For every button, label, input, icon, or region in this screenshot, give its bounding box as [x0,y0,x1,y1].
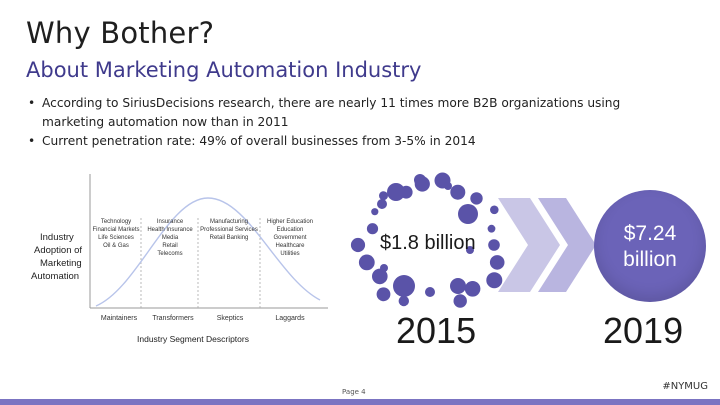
column-text: Life Sciences [98,235,134,241]
decor-dot [371,208,379,216]
year-2019: 2019 [603,310,684,351]
decor-dot [489,255,505,270]
column-text: Retail Banking [210,235,249,241]
decor-dot [486,272,503,289]
value-2019-line: billion [623,248,677,271]
column-labels: Technology Financial Markets Life Scienc… [92,219,313,257]
chevron-arrows-icon [498,198,596,292]
column-text: Health Insurance [147,227,193,233]
decor-dot [464,281,481,297]
decor-dot [466,246,474,254]
y-label-line: Marketing [40,258,82,269]
bullet-item: • According to SiriusDecisions research,… [26,94,666,132]
x-axis-label: Industry Segment Descriptors [137,334,249,344]
column-text: Government [273,235,306,241]
y-label-line: Adoption of [34,245,82,256]
decor-dot [376,287,391,302]
column-text: Telecoms [157,251,182,257]
segment-label: Transformers [152,315,194,322]
segment-label: Maintainers [101,315,138,322]
slide-subtitle: About Marketing Automation Industry [26,58,422,82]
value-2019-line: $7.24 [623,222,677,245]
column-text: Retail [162,243,177,249]
decor-dot [444,182,452,190]
decor-dot [393,275,415,297]
decor-dot [425,287,435,297]
decor-dot [358,254,375,271]
column-text: Healthcare [275,243,305,249]
column-text: Manufacturing [210,219,248,225]
decor-dot [470,192,483,205]
footer-bar [0,399,720,405]
decor-dot [487,224,496,233]
decor-dot [366,223,379,235]
y-axis-label: Industry Adoption of Marketing Automatio… [31,232,82,282]
column-text: Oil & Gas [103,243,129,249]
decor-dot [450,184,466,200]
decor-dot [372,268,388,285]
bullet-text: Current penetration rate: 49% of overall… [42,134,476,148]
decor-dot [387,183,405,201]
decor-dot [488,239,500,251]
y-label-line: Industry [40,232,74,243]
segment-labels: Maintainers Transformers Skeptics Laggar… [101,315,305,322]
y-label-line: Automation [31,271,79,282]
decor-dot [453,294,467,308]
segment-dividers [140,218,261,308]
column-text: Media [162,235,179,241]
value-2019-circle: $7.24 billion [594,190,706,302]
bell-curve [95,197,321,307]
bullet-item: • Current penetration rate: 49% of overa… [26,132,666,151]
segment-label: Skeptics [217,315,244,322]
decor-dot [490,205,499,215]
decor-dot [379,191,388,201]
slide-title: Why Bother? [26,16,215,50]
bullet-text: According to SiriusDecisions research, t… [42,96,621,129]
value-2015: $1.8 billion [380,232,476,254]
decor-dot [458,204,478,224]
segment-label: Laggards [275,315,305,322]
decor-dot [377,199,387,209]
column-text: Financial Markets [92,227,139,233]
bullet-marker: • [28,134,36,148]
page-number: Page 4 [342,388,366,396]
hashtag-label: #NYMUG [662,381,708,392]
decor-dot [398,295,409,307]
adoption-curve-diagram: Industry Adoption of Marketing Automatio… [31,174,328,344]
decor-dot [450,278,466,294]
column-text: Technology [101,219,131,225]
decor-dot [414,174,426,186]
column-text: Professional Services [200,227,258,233]
year-2015: 2015 [396,310,477,351]
column-text: Utilities [280,251,299,257]
column-text: Higher Education [267,219,313,225]
column-text: Insurance [157,219,184,225]
column-text: Education [277,227,304,233]
bullet-marker: • [28,96,36,110]
decor-dot [380,264,388,272]
decor-dot [350,237,366,253]
bullet-list: • According to SiriusDecisions research,… [26,94,666,151]
